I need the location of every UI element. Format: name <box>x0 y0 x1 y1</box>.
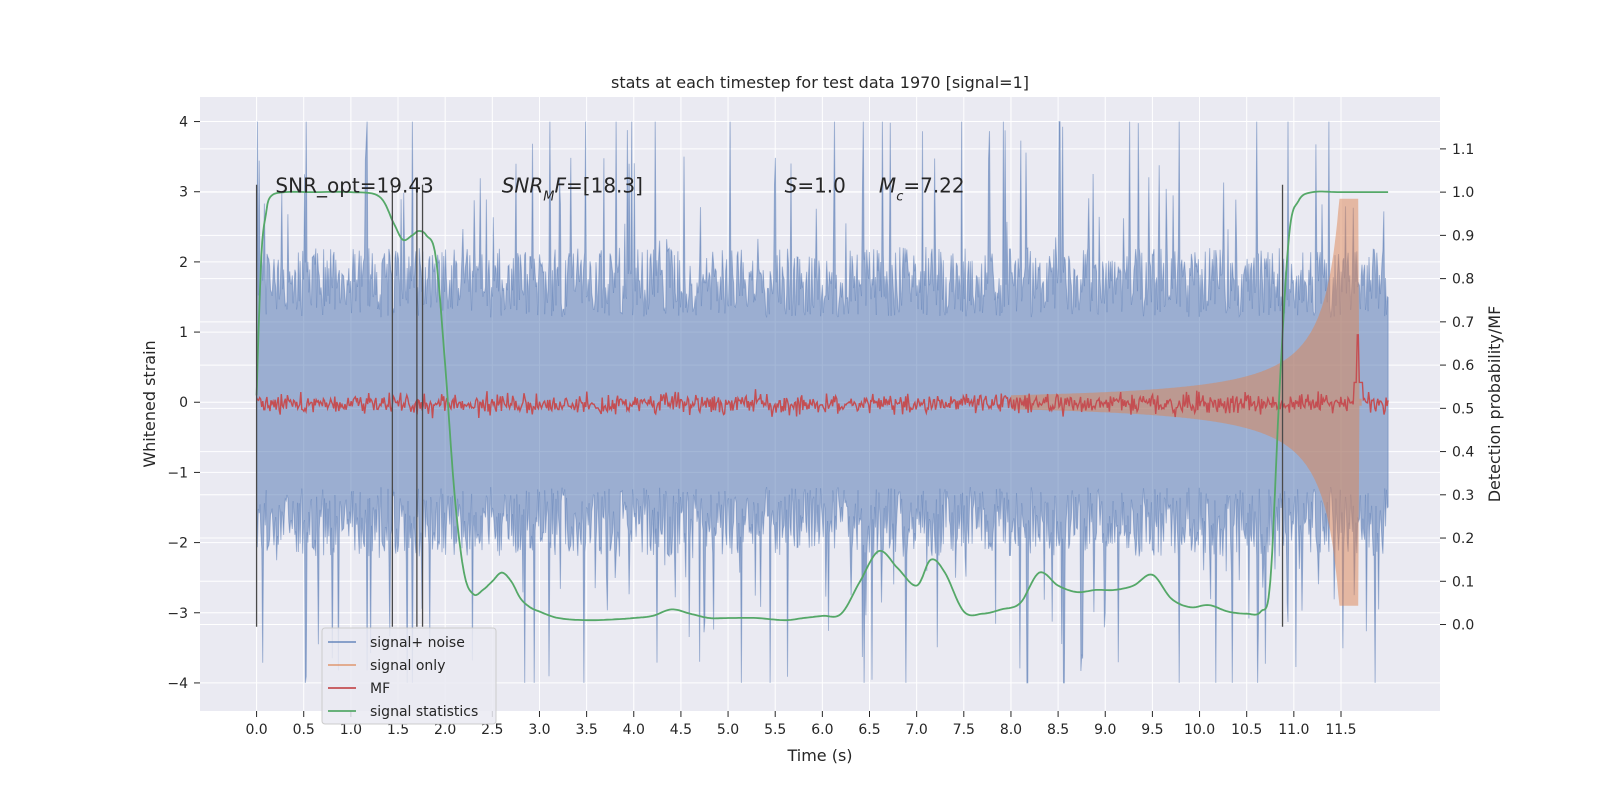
x-tick-label: 7.0 <box>906 722 928 738</box>
series-layer <box>255 121 1389 684</box>
x-tick-label: 10.5 <box>1231 722 1262 738</box>
x-tick-label: 0.5 <box>293 722 315 738</box>
x-tick-label: 1.5 <box>387 722 409 738</box>
x-tick-label: 9.0 <box>1094 722 1116 738</box>
y-tick-label-right: 0.7 <box>1452 315 1474 331</box>
x-tick-label: 9.5 <box>1141 722 1163 738</box>
annotation-part: M <box>879 174 896 198</box>
x-tick-label: 4.5 <box>670 722 692 738</box>
y-tick-label-right: 1.1 <box>1452 142 1474 158</box>
legend-label: MF <box>370 681 390 697</box>
annotation-1: SNR_opt=19.43 <box>275 174 433 198</box>
annotation-part: S <box>785 174 798 198</box>
axes-ticks: 0.0 0.5 1.0 1.5 2.0 2.5 3.0 3.5 4.0 4.5 5.0 5.5 6.0 6… <box>167 115 1474 738</box>
annotation-part: =1.0 <box>797 174 846 198</box>
y-tick-label-right: 0.4 <box>1452 445 1474 461</box>
chart-title: stats at each timestep for test data 197… <box>611 73 1029 92</box>
x-tick-label: 2.5 <box>481 722 503 738</box>
y-tick-label-left: −4 <box>167 676 188 692</box>
annotation-part: c <box>896 189 903 204</box>
x-tick-label: 5.5 <box>764 722 786 738</box>
annotation-2: SNRMF=[18.3] <box>502 174 643 205</box>
y-tick-label-right: 0.3 <box>1452 488 1474 504</box>
y-tick-label-right: 0.9 <box>1452 228 1474 244</box>
annotation-part: =[18.3] <box>566 174 643 198</box>
legend-label: signal statistics <box>370 704 478 720</box>
x-tick-label: 0.0 <box>245 722 267 738</box>
y-tick-label-left: −1 <box>167 465 188 481</box>
legend-label: signal only <box>370 658 445 674</box>
x-tick-label: 6.0 <box>811 722 833 738</box>
x-tick-label: 11.5 <box>1325 722 1356 738</box>
y-tick-label-left: 2 <box>179 255 188 271</box>
x-tick-label: 10.0 <box>1184 722 1215 738</box>
x-tick-label: 5.0 <box>717 722 739 738</box>
legend-label: signal+ noise <box>370 635 465 651</box>
y-tick-label-left: 1 <box>179 325 188 341</box>
x-tick-label: 2.0 <box>434 722 456 738</box>
signal-only-series <box>1011 198 1362 606</box>
y-tick-label-left: −3 <box>167 606 188 622</box>
legend: signal+ noise signal only MF signal statist… <box>321 627 497 725</box>
annotation-part: M <box>543 189 554 204</box>
x-tick-label: 6.5 <box>858 722 880 738</box>
y-tick-label-right: 0.6 <box>1452 358 1474 374</box>
y-tick-label-right: 0.5 <box>1452 401 1474 417</box>
y-axis-label-right: Detection probability/MF <box>1485 306 1504 503</box>
y-tick-label-right: 1.0 <box>1452 185 1474 201</box>
x-axis-label: Time (s) <box>786 746 852 765</box>
x-tick-label: 3.5 <box>575 722 597 738</box>
legend-box <box>321 627 497 725</box>
vertical-markers <box>255 184 1284 627</box>
annotations: SNR_opt=19.43 SNRMF=[18.3] S=1.0 Mc=7.22 <box>275 174 964 205</box>
y-axis-label-left: Whitened strain <box>140 340 159 467</box>
x-tick-label: 1.0 <box>340 722 362 738</box>
annotation-part: F <box>555 174 567 198</box>
annotation-part: =7.22 <box>903 174 964 198</box>
x-tick-label: 3.0 <box>528 722 550 738</box>
x-tick-label: 8.0 <box>1000 722 1022 738</box>
x-tick-label: 4.0 <box>623 722 645 738</box>
x-tick-label: 11.0 <box>1278 722 1309 738</box>
y-tick-label-left: 4 <box>179 115 188 131</box>
y-tick-label-left: 3 <box>179 185 188 201</box>
y-tick-label-left: −2 <box>167 536 188 552</box>
annotation-3: S=1.0 <box>785 174 846 198</box>
signal-statistics-series <box>255 190 1389 622</box>
y-tick-label-right: 0.0 <box>1452 618 1474 634</box>
annotation-4: Mc=7.22 <box>879 174 965 205</box>
x-tick-label: 7.5 <box>953 722 975 738</box>
x-tick-label: 8.5 <box>1047 722 1069 738</box>
mf-series <box>255 334 1389 419</box>
y-tick-label-left: 0 <box>179 395 188 411</box>
y-tick-label-right: 0.8 <box>1452 272 1474 288</box>
y-tick-label-right: 0.1 <box>1452 574 1474 590</box>
y-tick-label-right: 0.2 <box>1452 531 1474 547</box>
signal-noise-series <box>256 121 1389 684</box>
annotation-part: SNR <box>502 174 544 198</box>
